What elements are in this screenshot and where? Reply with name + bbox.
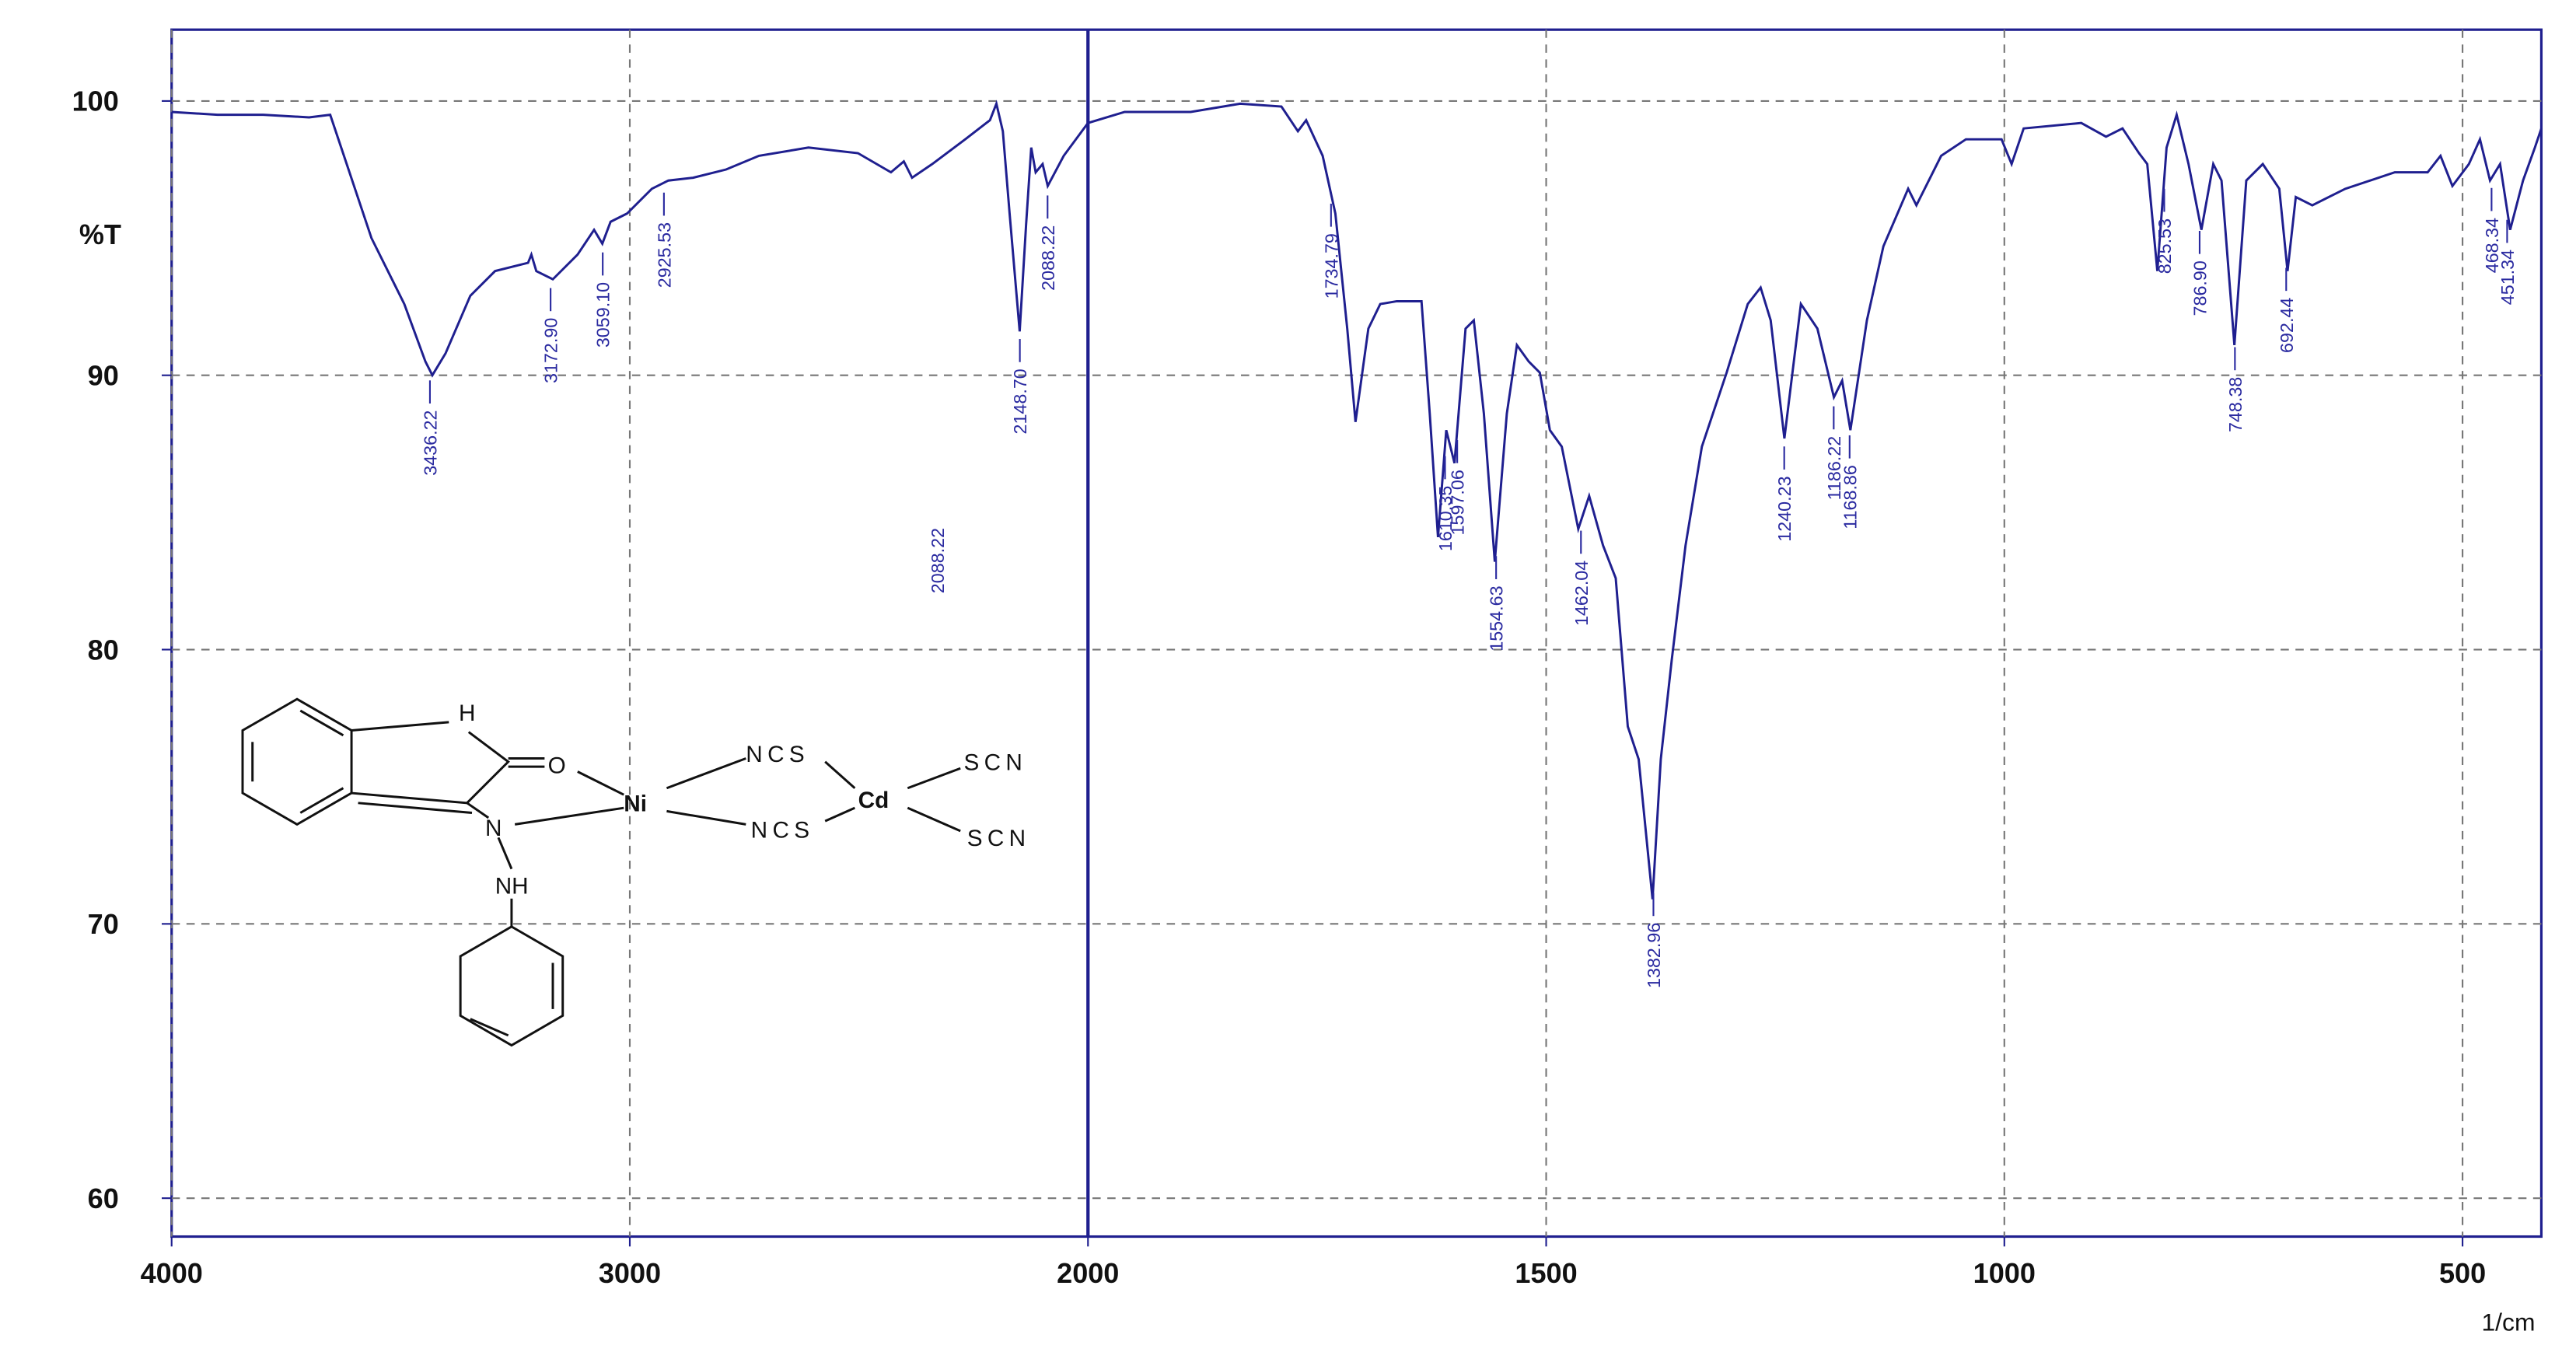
bond	[907, 806, 961, 833]
bond	[299, 787, 344, 814]
bond	[351, 721, 449, 732]
y-tick-label: 80	[88, 634, 119, 666]
bond	[299, 709, 344, 737]
bond	[666, 757, 746, 790]
x-axis-label: 1/cm	[2482, 1308, 2536, 1336]
spectrum-line	[171, 100, 2543, 900]
peak-label: 2088.22	[1038, 225, 1058, 291]
peak-label: 1734.79	[1321, 233, 1341, 299]
structure: H O Ni N NH NCS NCS Cd SCN SCN	[241, 697, 1031, 1047]
peak-label: 1186.22	[1824, 436, 1844, 501]
peak-label: 1240.23	[1774, 476, 1795, 541]
peak-label: 1610.35	[1435, 486, 1456, 551]
bond	[514, 806, 624, 826]
y-tick-label: 70	[88, 908, 119, 940]
bond	[497, 837, 513, 870]
grid	[170, 30, 2542, 1237]
atom-label: H	[459, 700, 475, 726]
atom-label: O	[548, 753, 566, 779]
phenyl-ring	[459, 925, 564, 1047]
peak-label: 1554.63	[1487, 585, 1507, 651]
bond	[824, 806, 855, 823]
bond	[666, 809, 746, 826]
bond	[466, 802, 490, 819]
bond	[358, 802, 473, 814]
x-tick-label: 4000	[141, 1257, 203, 1289]
ligand-label: NCS	[751, 817, 815, 843]
peak-label: 825.53	[2155, 218, 2175, 274]
y-tick-label: 60	[88, 1183, 119, 1214]
peak-label: 3436.22	[420, 410, 440, 475]
peak-label: 2925.53	[654, 222, 674, 288]
atom-label: Cd	[858, 788, 890, 813]
y-tick-label: 90	[88, 359, 119, 391]
ligand-label: SCN	[963, 749, 1027, 775]
x-tick-label: 1000	[1973, 1257, 2036, 1289]
x-tick-label: 500	[2439, 1257, 2486, 1289]
plot-frame	[170, 28, 2543, 1238]
atom-label: NH	[495, 873, 529, 899]
bond	[351, 731, 510, 805]
atom-label: N	[485, 816, 502, 841]
peak-label: 1382.96	[1644, 923, 1664, 988]
atom-label: Ni	[624, 791, 647, 816]
peak-label: 468.34	[2482, 218, 2502, 273]
peak-label: 3059.10	[593, 282, 613, 348]
x-tick-label: 3000	[599, 1257, 661, 1289]
peak-label: 3172.90	[541, 318, 561, 383]
x-tick-label: 1500	[1515, 1257, 1577, 1289]
peak-label: 1462.04	[1571, 561, 1592, 626]
peak-label: 1168.86	[1840, 465, 1860, 529]
peak-label: 748.38	[2225, 377, 2246, 432]
bond	[470, 1018, 509, 1037]
y-tick-label: 100	[72, 86, 119, 117]
benzene-ring	[241, 697, 353, 826]
ligand-label: SCN	[967, 826, 1031, 851]
peak-label: 692.44	[2277, 298, 2297, 353]
y-axis-label: %T	[79, 218, 121, 250]
bond	[907, 767, 961, 790]
peak-label: 451.34	[2497, 250, 2518, 305]
x-tick-label: 2000	[1057, 1257, 1119, 1289]
peak-label: 786.90	[2190, 260, 2210, 316]
ligand-label: NCS	[746, 742, 809, 767]
bond	[824, 760, 856, 789]
peak-label: 1597.06	[1448, 470, 1468, 535]
note: 2088.22	[928, 528, 948, 593]
bond	[577, 770, 624, 796]
peak-label: 2148.70	[1010, 369, 1030, 434]
